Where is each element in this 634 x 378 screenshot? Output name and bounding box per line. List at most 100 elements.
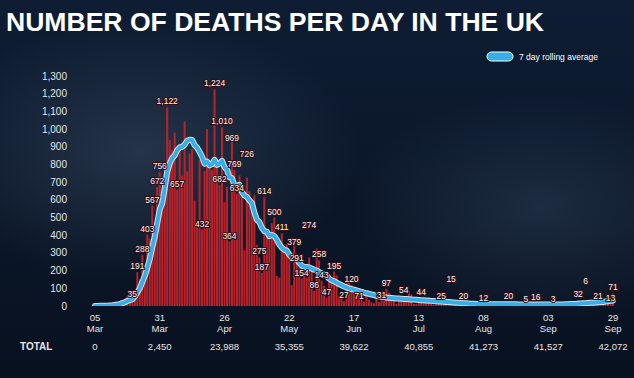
page-body: {"chart_data": { "type": "bar", "title":… <box>0 0 634 378</box>
total-value: 42,072 <box>598 341 627 352</box>
x-tick-label-line: Sep <box>605 323 622 334</box>
data-label: 6 <box>583 276 588 286</box>
x-tick-label: 13Jul <box>413 312 425 334</box>
data-label: 682 <box>212 174 226 184</box>
data-label: 154 <box>295 268 309 278</box>
data-label: 27 <box>339 290 349 300</box>
y-tick-label: 800 <box>50 159 67 170</box>
data-label: 769 <box>227 159 241 169</box>
x-tick-label: 26Apr <box>217 312 232 334</box>
bar <box>236 194 238 306</box>
total-value: 0 <box>92 341 97 352</box>
background-glow <box>0 0 634 378</box>
bar <box>221 127 223 306</box>
y-tick-label: 1,100 <box>42 106 67 117</box>
bar <box>218 185 220 306</box>
data-label: 274 <box>302 220 316 230</box>
bar <box>209 160 211 306</box>
bar <box>189 153 191 306</box>
data-label: 44 <box>417 287 427 297</box>
data-label: 86 <box>309 280 319 290</box>
bar <box>248 191 250 306</box>
data-label: 726 <box>240 149 254 159</box>
total-value: 39,622 <box>339 341 368 352</box>
data-label: 12 <box>479 293 489 303</box>
title: NUMBER OF DEATHS PER DAY IN THE UK <box>6 8 544 36</box>
bar <box>268 238 270 306</box>
x-tick-label-line: 08 <box>478 312 489 323</box>
bar <box>378 302 380 306</box>
bar <box>301 279 303 306</box>
data-label: 432 <box>195 219 209 229</box>
data-label: 20 <box>459 291 469 301</box>
x-tick-label-line: 17 <box>349 312 360 323</box>
data-label: 258 <box>312 249 326 259</box>
bar <box>363 302 365 306</box>
data-label: 657 <box>170 179 184 189</box>
y-tick-label: 500 <box>50 212 67 223</box>
bar <box>283 246 285 306</box>
y-tick-label: 700 <box>50 177 67 188</box>
bar <box>415 304 417 306</box>
data-label: 288 <box>135 244 149 254</box>
data-label: 3 <box>551 294 556 304</box>
x-tick-label-line: Jun <box>346 323 361 334</box>
bar <box>370 302 372 306</box>
bar <box>313 291 315 306</box>
bar <box>191 149 193 306</box>
data-label: 25 <box>436 291 446 301</box>
y-tick-label: 300 <box>50 247 67 258</box>
data-label: 187 <box>255 262 269 272</box>
page: html, body { margin: 0; padding: 0; widt… <box>0 0 634 378</box>
x-tick-label-line: 29 <box>608 312 619 323</box>
data-label: 291 <box>290 253 304 263</box>
data-label: 1,010 <box>211 116 233 126</box>
data-label: 191 <box>130 261 144 271</box>
data-label: 1,224 <box>204 78 226 88</box>
bar <box>241 196 243 306</box>
total-value: 35,355 <box>275 341 304 352</box>
x-tick-label-line: Mar <box>152 323 168 334</box>
data-label: 634 <box>230 183 244 193</box>
x-tick-label-line: Mar <box>87 323 103 334</box>
data-label: 567 <box>145 195 159 205</box>
bar <box>380 301 382 306</box>
x-tick-label-line: 03 <box>543 312 554 323</box>
bar <box>251 211 253 306</box>
x-tick-label-line: 05 <box>90 312 101 323</box>
data-label: 31 <box>377 290 387 300</box>
x-tick-label-line: 13 <box>413 312 424 323</box>
bar <box>199 160 201 306</box>
y-tick-label: 1,000 <box>42 124 67 135</box>
line-outline <box>95 140 613 306</box>
bar <box>226 187 228 306</box>
data-label: 32 <box>573 289 583 299</box>
bar <box>243 250 245 306</box>
data-label: 97 <box>382 278 392 288</box>
legend-swatch <box>487 52 513 61</box>
bar <box>161 205 163 306</box>
bar <box>395 304 397 306</box>
bar <box>223 202 225 306</box>
totals-label: TOTAL <box>20 341 52 352</box>
y-tick-label: 200 <box>50 265 67 276</box>
data-label: 275 <box>252 246 266 256</box>
data-label: 614 <box>257 186 271 196</box>
bar <box>433 305 435 306</box>
bar <box>276 276 278 306</box>
data-label: 120 <box>344 274 358 284</box>
bar <box>166 107 168 306</box>
chart-svg: NUMBER OF DEATHS PER DAY IN THE UK010020… <box>0 0 634 378</box>
background <box>0 0 634 378</box>
bar <box>196 227 198 306</box>
bar <box>171 150 173 306</box>
data-label: 16 <box>531 292 541 302</box>
data-label: 969 <box>225 133 239 143</box>
bar <box>609 304 611 306</box>
x-tick-label: 31Mar <box>152 312 168 334</box>
x-tick-label-line: 22 <box>284 312 295 323</box>
bar <box>211 170 213 306</box>
bar <box>383 301 385 306</box>
y-tick-label: 600 <box>50 194 67 205</box>
x-tick-label: 05Mar <box>87 312 103 334</box>
